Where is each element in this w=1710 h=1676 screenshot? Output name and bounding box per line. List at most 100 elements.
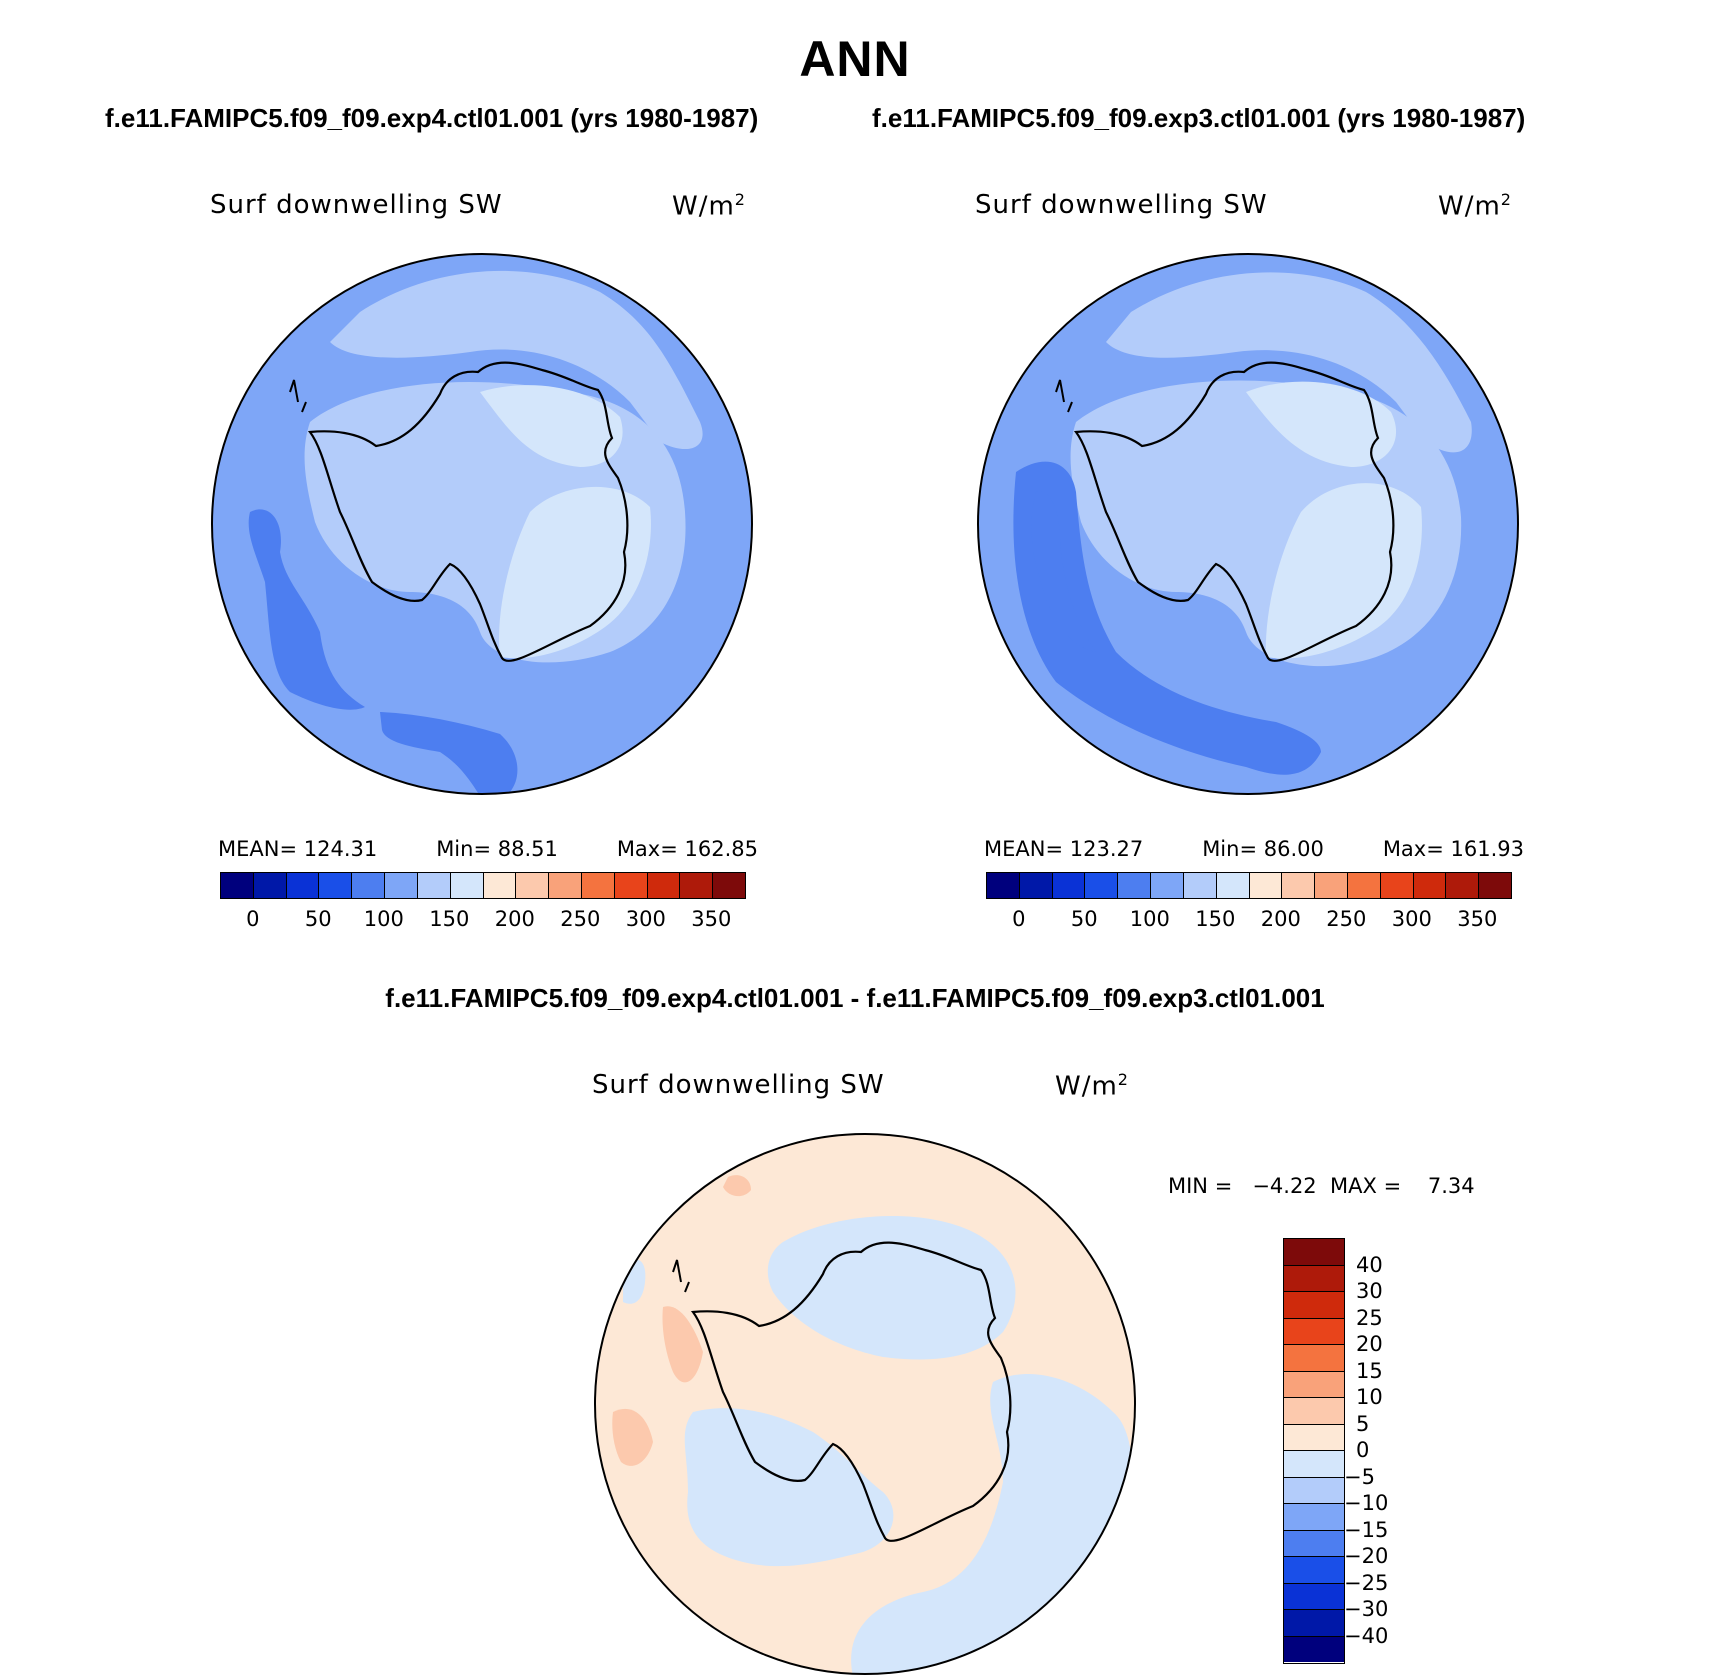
colorbar-tick-label: 25 [1356, 1305, 1383, 1330]
colorbar-tick-label: 200 [1260, 907, 1301, 931]
colorbar-swatch [1284, 1610, 1344, 1637]
diff-variable-label: Surf downwelling SW [592, 1070, 885, 1100]
colorbar-tick-label: 0 [1012, 907, 1026, 931]
figure-title: ANN [799, 31, 911, 87]
colorbar-tick-label: −15 [1344, 1517, 1389, 1542]
colorbar-tick-label: 250 [560, 907, 601, 931]
colorbar-tick-label: 0 [1356, 1438, 1370, 1462]
colorbar-swatch [1347, 873, 1381, 898]
diff-field-neg5-0-west [684, 1408, 894, 1567]
colorbar-swatch [1118, 873, 1152, 898]
diff-coastline [690, 1241, 1012, 1542]
colorbar-swatch [1019, 873, 1053, 898]
panel1-coastline [307, 361, 629, 662]
colorbar-tick-label: 300 [1391, 907, 1432, 931]
colorbar-swatch [1085, 873, 1119, 898]
colorbar-swatch [1284, 1636, 1344, 1662]
colorbar-tick-label: 5 [1356, 1411, 1370, 1436]
colorbar-swatch [1284, 1345, 1344, 1372]
diff-colorbar-labels: 40 30 25 20 15 10 5 0 −5 −10 −15 −20 −25 −30 −40 [1344, 1238, 1452, 1662]
colorbar-tick-label: −40 [1344, 1623, 1389, 1648]
diff-title: f.e11.FAMIPC5.f09_f09.exp4.ctl01.001 - f… [385, 983, 1325, 1013]
colorbar-swatch [680, 873, 714, 898]
colorbar-tick-label: −5 [1344, 1464, 1375, 1489]
colorbar-tick-label: 150 [1195, 907, 1236, 931]
colorbar-tick-label: −30 [1344, 1597, 1389, 1621]
panel1-field-75-100-west [248, 509, 365, 710]
panel2-map [977, 253, 1519, 795]
panel2-units-label: W/m2 [1438, 190, 1512, 222]
colorbar-tick-label: 20 [1356, 1332, 1383, 1356]
colorbar-swatch [1284, 1557, 1344, 1584]
diff-field-neg5-0-east [767, 1215, 1016, 1360]
panel1-stats: MEAN= 124.31 Min= 88.51 Max= 162.85 [218, 837, 758, 861]
colorbar-swatch [1315, 873, 1348, 898]
colorbar-swatch [614, 873, 648, 898]
colorbar-swatch [713, 873, 745, 898]
colorbar-swatch [1413, 873, 1447, 898]
colorbar-tick-label: −25 [1344, 1570, 1389, 1595]
colorbar-swatch [1284, 1371, 1344, 1398]
panel2-field-175-200-plateau [1265, 483, 1422, 659]
panel2-map-border [977, 253, 1519, 795]
colorbar-swatch [1284, 1318, 1344, 1345]
panel1-variable-label: Surf downwelling SW [210, 190, 503, 220]
colorbar-swatch [1284, 1239, 1344, 1266]
colorbar-swatch [1216, 873, 1250, 898]
colorbar-swatch [1052, 873, 1086, 898]
colorbar-swatch [1282, 873, 1316, 898]
panel2-field-175-200-east [1246, 381, 1397, 467]
colorbar-swatch [1284, 1265, 1344, 1292]
colorbar-swatch [483, 873, 517, 898]
colorbar-swatch [1284, 1424, 1344, 1451]
colorbar-swatch [1284, 1530, 1344, 1557]
colorbar-swatch [1183, 873, 1217, 898]
colorbar-swatch [1446, 873, 1480, 898]
colorbar-swatch [1284, 1398, 1344, 1425]
colorbar-swatch [1479, 873, 1511, 898]
colorbar-tick-label: 200 [494, 907, 535, 931]
colorbar-swatch [286, 873, 320, 898]
colorbar-tick-label: −20 [1344, 1544, 1389, 1568]
colorbar-tick-label: 0 [246, 907, 260, 931]
panel1-colorbar-labels: 0 50 100 150 200 250 300 350 [220, 907, 750, 933]
panel2-colorbar-labels: 0 50 100 150 200 250 300 350 [986, 907, 1516, 933]
colorbar-tick-label: 150 [429, 907, 470, 931]
colorbar-swatch [1284, 1292, 1344, 1319]
panel1-colorbar [220, 872, 746, 899]
colorbar-swatch [516, 873, 550, 898]
colorbar-tick-label: 50 [304, 907, 332, 931]
colorbar-tick-label: 100 [1129, 907, 1170, 931]
colorbar-swatch [1380, 873, 1414, 898]
panel1-map [211, 253, 753, 795]
colorbar-swatch [647, 873, 681, 898]
panel2-colorbar [986, 872, 1512, 899]
diff-stats: MIN = −4.22 MAX = 7.34 [1168, 1174, 1475, 1198]
panel2-case-title: f.e11.FAMIPC5.f09_f09.exp3.ctl01.001 (yr… [872, 103, 1526, 133]
colorbar-swatch [549, 873, 582, 898]
colorbar-swatch [581, 873, 615, 898]
panel1-field-175-200-plateau [499, 486, 651, 659]
colorbar-swatch [253, 873, 287, 898]
panel1-case-title: f.e11.FAMIPC5.f09_f09.exp4.ctl01.001 (yr… [105, 103, 759, 133]
colorbar-tick-label: 15 [1356, 1358, 1383, 1383]
panel1-field-150-175-north [330, 270, 703, 450]
panel1-field-175-200-east [480, 385, 623, 467]
diff-colorbar [1283, 1238, 1345, 1664]
colorbar-tick-label: 50 [1070, 907, 1098, 931]
diff-field-5-10-west [612, 1408, 653, 1466]
colorbar-tick-label: 250 [1326, 907, 1367, 931]
colorbar-swatch [417, 873, 451, 898]
panel2-field-150-175-north [1106, 272, 1472, 453]
colorbar-tick-label: 10 [1356, 1385, 1383, 1409]
colorbar-swatch [1284, 1451, 1344, 1478]
panel2-coastline [1073, 361, 1395, 662]
diff-map [594, 1133, 1136, 1675]
colorbar-tick-label: 350 [691, 907, 732, 931]
colorbar-tick-label: −10 [1344, 1491, 1389, 1515]
colorbar-tick-label: 40 [1356, 1252, 1383, 1277]
colorbar-swatch [221, 873, 254, 898]
colorbar-swatch [1151, 873, 1184, 898]
colorbar-tick-label: 350 [1457, 907, 1498, 931]
colorbar-swatch [450, 873, 484, 898]
